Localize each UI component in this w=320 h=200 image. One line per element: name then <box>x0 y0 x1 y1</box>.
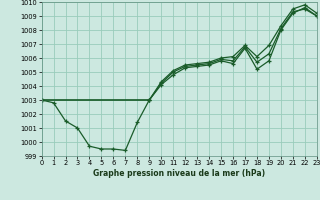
X-axis label: Graphe pression niveau de la mer (hPa): Graphe pression niveau de la mer (hPa) <box>93 169 265 178</box>
